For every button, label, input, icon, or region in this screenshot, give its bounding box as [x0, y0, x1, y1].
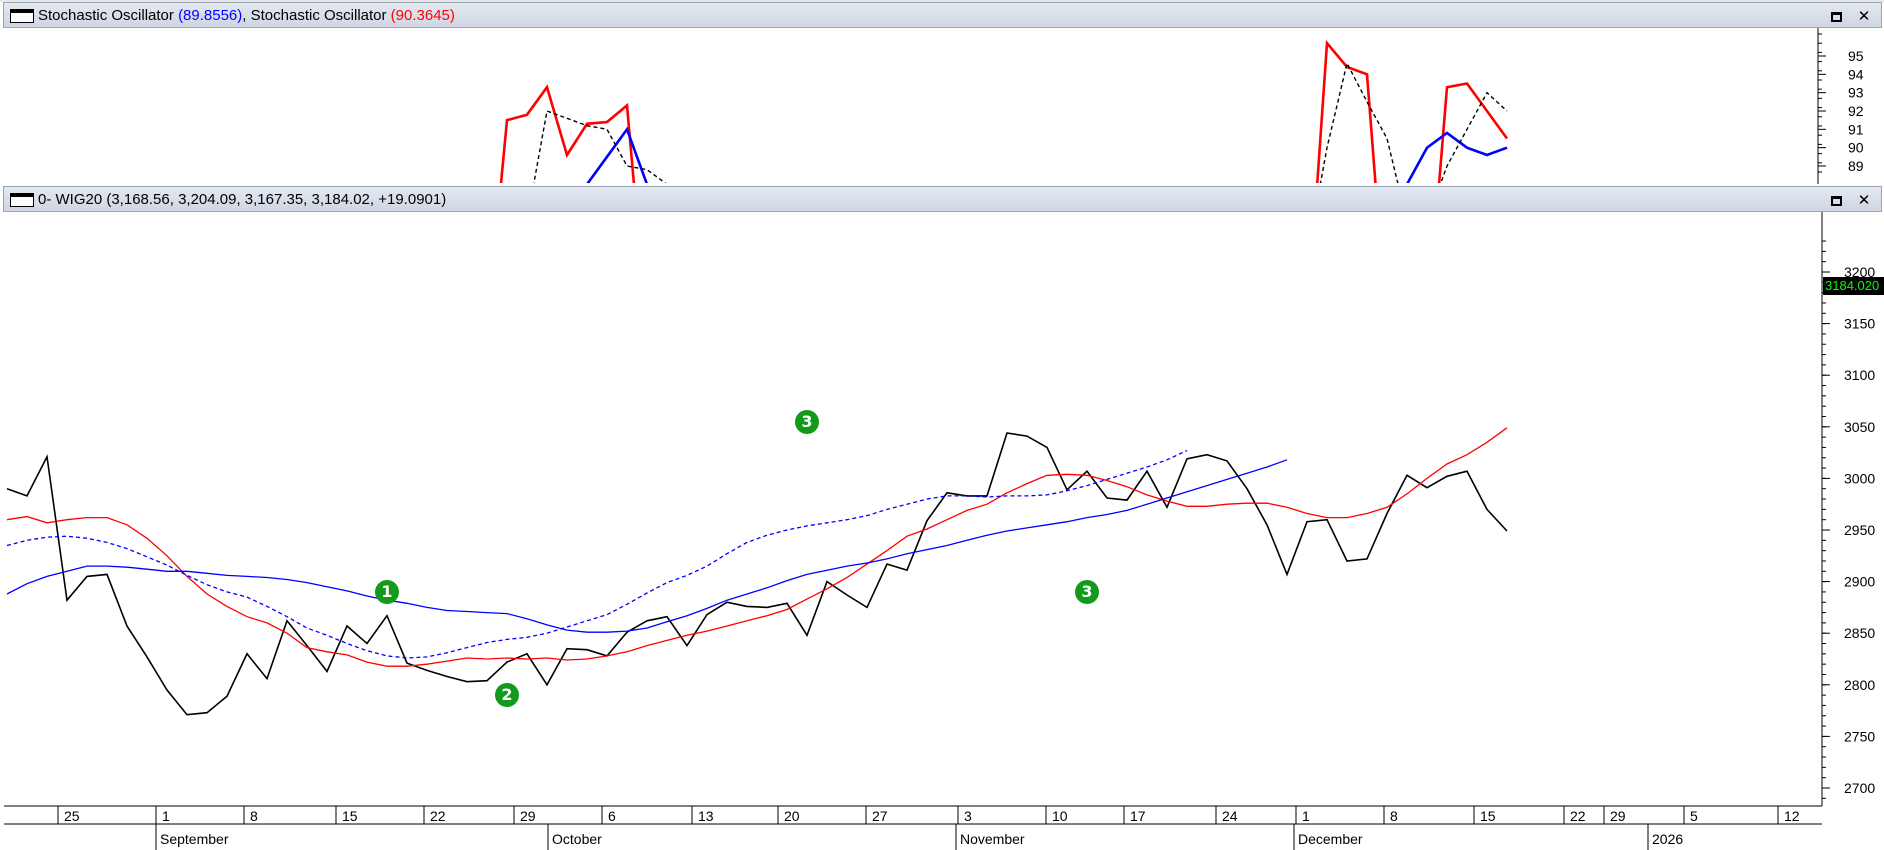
date-week-label: 5 [1690, 808, 1698, 824]
wave-marker-1: 1 [375, 579, 399, 604]
wig20-y-tick-label: 3200 [1844, 264, 1875, 280]
wig20-price-line [6, 432, 1508, 716]
wig20-y-tick-label: 2700 [1844, 780, 1875, 796]
stochastic-y-tick-label: 89 [1848, 158, 1864, 174]
date-week-label: 17 [1130, 808, 1146, 824]
last-price-tag: 3184.020 [1823, 277, 1884, 295]
wig20-moving-average-line [6, 427, 1508, 667]
date-week-label: 29 [1610, 808, 1626, 824]
stochastic-plot-area [4, 28, 1818, 184]
date-axis-area [4, 806, 1822, 850]
month-label: November [960, 831, 1025, 847]
wig20-y-tick-label: 3150 [1844, 316, 1875, 332]
stochastic-title-prefix: Stochastic Oscillator [38, 7, 174, 24]
date-week-label: 22 [430, 808, 446, 824]
date-week-label: 20 [784, 808, 800, 824]
stochastic-y-tick-label: 91 [1848, 121, 1864, 137]
date-week-label: 8 [1390, 808, 1398, 824]
stochastic-series-line [499, 39, 1509, 183]
stochastic-y-tick-label: 90 [1848, 140, 1864, 156]
date-week-label: 6 [608, 808, 616, 824]
wig20-chart: 2700 2750 2800 2850 2900 2950 3000 3050 3100 3150… [4, 212, 1875, 850]
wig20-moving-average-line [6, 449, 1188, 659]
stochastic-value-2: (90.3645) [390, 7, 455, 24]
date-week-label: 3 [964, 808, 972, 824]
stochastic-y-tick-label: 92 [1848, 103, 1864, 119]
stochastic-value-1: (89.8556) [178, 7, 243, 24]
month-label: 2026 [1652, 831, 1683, 847]
window-icon[interactable] [10, 9, 34, 23]
date-week-label: 12 [1784, 808, 1800, 824]
stochastic-y-tick-label: 94 [1848, 66, 1864, 82]
date-week-label: 25 [64, 808, 80, 824]
maximize-icon[interactable] [1825, 190, 1847, 210]
wig20-y-tick-label: 3100 [1844, 367, 1875, 383]
top-strip [0, 0, 1884, 2]
stochastic-panel-title: Stochastic Oscillator (89.8556), Stochas… [38, 7, 455, 24]
date-week-label: 15 [342, 808, 358, 824]
close-icon[interactable]: ✕ [1857, 191, 1871, 209]
wig20-y-tick-label: 3000 [1844, 470, 1875, 486]
wig20-plot-area [4, 212, 1822, 806]
date-week-label: 8 [250, 808, 258, 824]
wig20-y-tick-label: 2950 [1844, 522, 1875, 538]
wig20-y-tick-label: 2900 [1844, 574, 1875, 590]
stochastic-y-tick-label: 95 [1848, 48, 1864, 64]
date-week-label: 24 [1222, 808, 1238, 824]
date-week-label: 15 [1480, 808, 1496, 824]
date-week-label: 10 [1052, 808, 1068, 824]
stochastic-chart: 89 90 91 92 93 94 95 [4, 28, 1864, 184]
date-week-label: 27 [872, 808, 888, 824]
stochastic-title-sep: , Stochastic Oscillator [242, 7, 387, 24]
date-week-label: 1 [162, 808, 170, 824]
date-week-label: 1 [1302, 808, 1310, 824]
stochastic-panel-titlebar[interactable]: Stochastic Oscillator (89.8556), Stochas… [3, 2, 1882, 28]
stochastic-series-line [533, 61, 1508, 183]
date-week-label: 29 [520, 808, 536, 824]
wave-marker-3: 3 [1075, 579, 1099, 604]
window-icon[interactable] [10, 193, 34, 207]
wig20-moving-average-line [6, 459, 1288, 633]
stochastic-series-line [586, 126, 1508, 183]
maximize-icon[interactable] [1825, 6, 1847, 26]
wig20-panel-title: 0- WIG20 (3,168.56, 3,204.09, 3,167.35, … [38, 191, 447, 208]
stochastic-y-tick-label: 93 [1848, 85, 1864, 101]
month-label: December [1298, 831, 1363, 847]
stochastic-series-group [499, 39, 1509, 183]
month-label: September [160, 831, 229, 847]
wave-marker-2: 2 [495, 683, 519, 708]
wig20-y-tick-label: 2800 [1844, 677, 1875, 693]
date-week-label: 13 [698, 808, 714, 824]
close-icon[interactable]: ✕ [1857, 7, 1871, 25]
wig20-panel-titlebar[interactable]: 0- WIG20 (3,168.56, 3,204.09, 3,167.35, … [3, 186, 1882, 212]
wig20-y-tick-label: 3050 [1844, 419, 1875, 435]
wig20-y-tick-label: 2850 [1844, 625, 1875, 641]
month-label: October [552, 831, 602, 847]
wig20-y-tick-label: 2750 [1844, 728, 1875, 744]
date-week-label: 22 [1570, 808, 1586, 824]
wave-marker-3: 3 [795, 409, 819, 434]
